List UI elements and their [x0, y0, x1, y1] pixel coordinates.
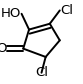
Text: O: O — [0, 42, 7, 55]
Text: Cl: Cl — [60, 4, 73, 17]
Text: Cl: Cl — [35, 66, 48, 79]
Text: HO: HO — [1, 7, 22, 20]
